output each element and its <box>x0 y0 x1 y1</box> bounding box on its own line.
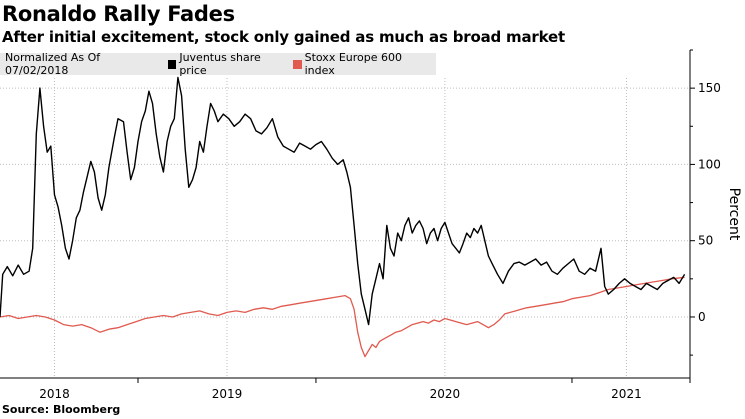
legend-swatch-stoxx <box>293 59 302 69</box>
legend-label-juventus: Juventus share price <box>179 51 261 77</box>
x-tick-label-2021: 2021 <box>611 387 642 401</box>
y-tick-label-0: 0 <box>698 310 706 324</box>
y-tick-label-50: 50 <box>698 234 713 248</box>
series-line-juventus <box>0 76 686 326</box>
legend-normalization-label: Normalized As Of 07/02/2018 <box>5 51 101 77</box>
y-axis-label: Percent <box>726 188 742 241</box>
y-tick-label-150: 150 <box>698 81 721 95</box>
source-note: Source: Bloomberg <box>2 403 121 416</box>
chart-title: Ronaldo Rally Fades <box>2 2 235 26</box>
chart-subtitle: After initial excitement, stock only gai… <box>2 28 565 46</box>
x-tick-label-2020: 2020 <box>430 387 461 401</box>
legend: Normalized As Of 07/02/2018 Juventus sha… <box>0 51 436 77</box>
x-tick-label-2019: 2019 <box>212 387 243 401</box>
series-line-stoxx <box>0 276 685 358</box>
y-tick-label-100: 100 <box>698 157 721 171</box>
legend-label-stoxx: Stoxx Europe 600 index <box>304 51 403 77</box>
legend-swatch-juventus <box>167 59 177 69</box>
x-tick-label-2018: 2018 <box>39 387 70 401</box>
legend-item-stoxx: Stoxx Europe 600 index <box>293 51 428 77</box>
legend-item-juventus: Juventus share price <box>167 51 285 77</box>
